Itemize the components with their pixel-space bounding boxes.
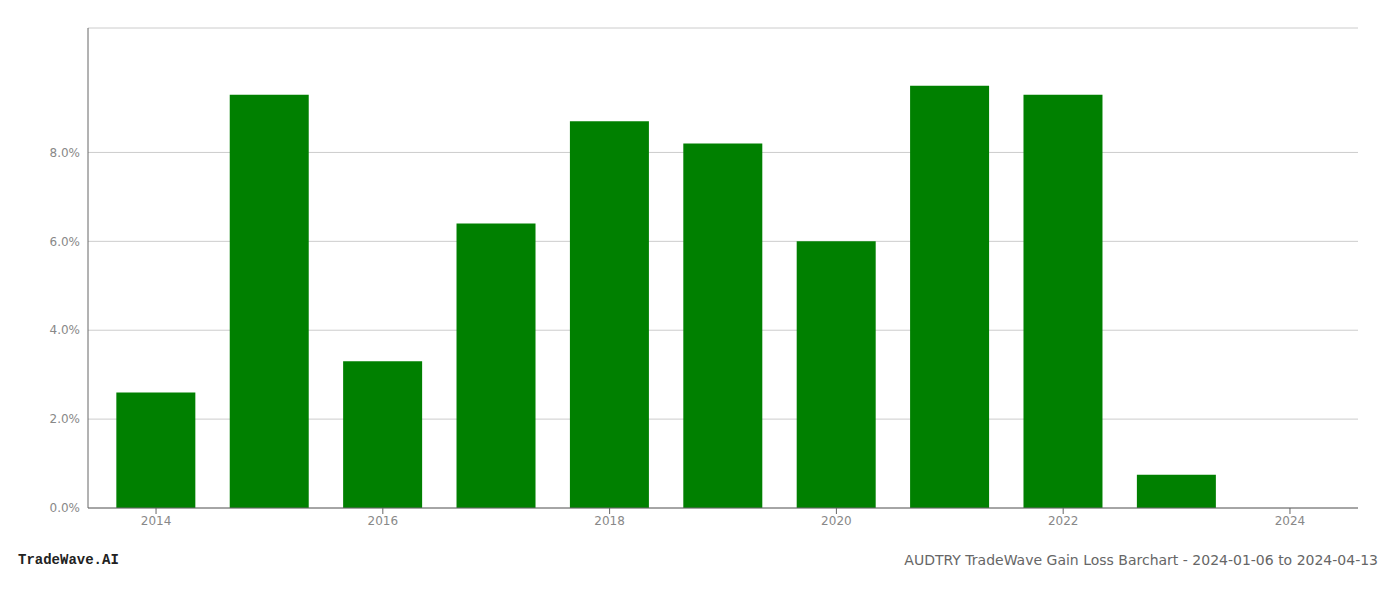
svg-text:0.0%: 0.0% [50, 501, 81, 515]
svg-text:2024: 2024 [1275, 514, 1306, 528]
svg-text:2020: 2020 [821, 514, 852, 528]
svg-text:2014: 2014 [141, 514, 172, 528]
html-text:TradeWave.AI: TradeWave.AI [18, 552, 119, 568]
svg-text:6.0%: 6.0% [50, 235, 81, 249]
svg-text:8.0%: 8.0% [50, 146, 81, 160]
svg-text:2022: 2022 [1048, 514, 1079, 528]
svg-text:4.0%: 4.0% [50, 323, 81, 337]
svg-text:2018: 2018 [594, 514, 625, 528]
svg-text:2.0%: 2.0% [50, 412, 81, 426]
svg-text:2016: 2016 [368, 514, 399, 528]
html-text:AUDTRY TradeWave Gain Loss Bar: AUDTRY TradeWave Gain Loss Barchart - 20… [904, 552, 1378, 568]
